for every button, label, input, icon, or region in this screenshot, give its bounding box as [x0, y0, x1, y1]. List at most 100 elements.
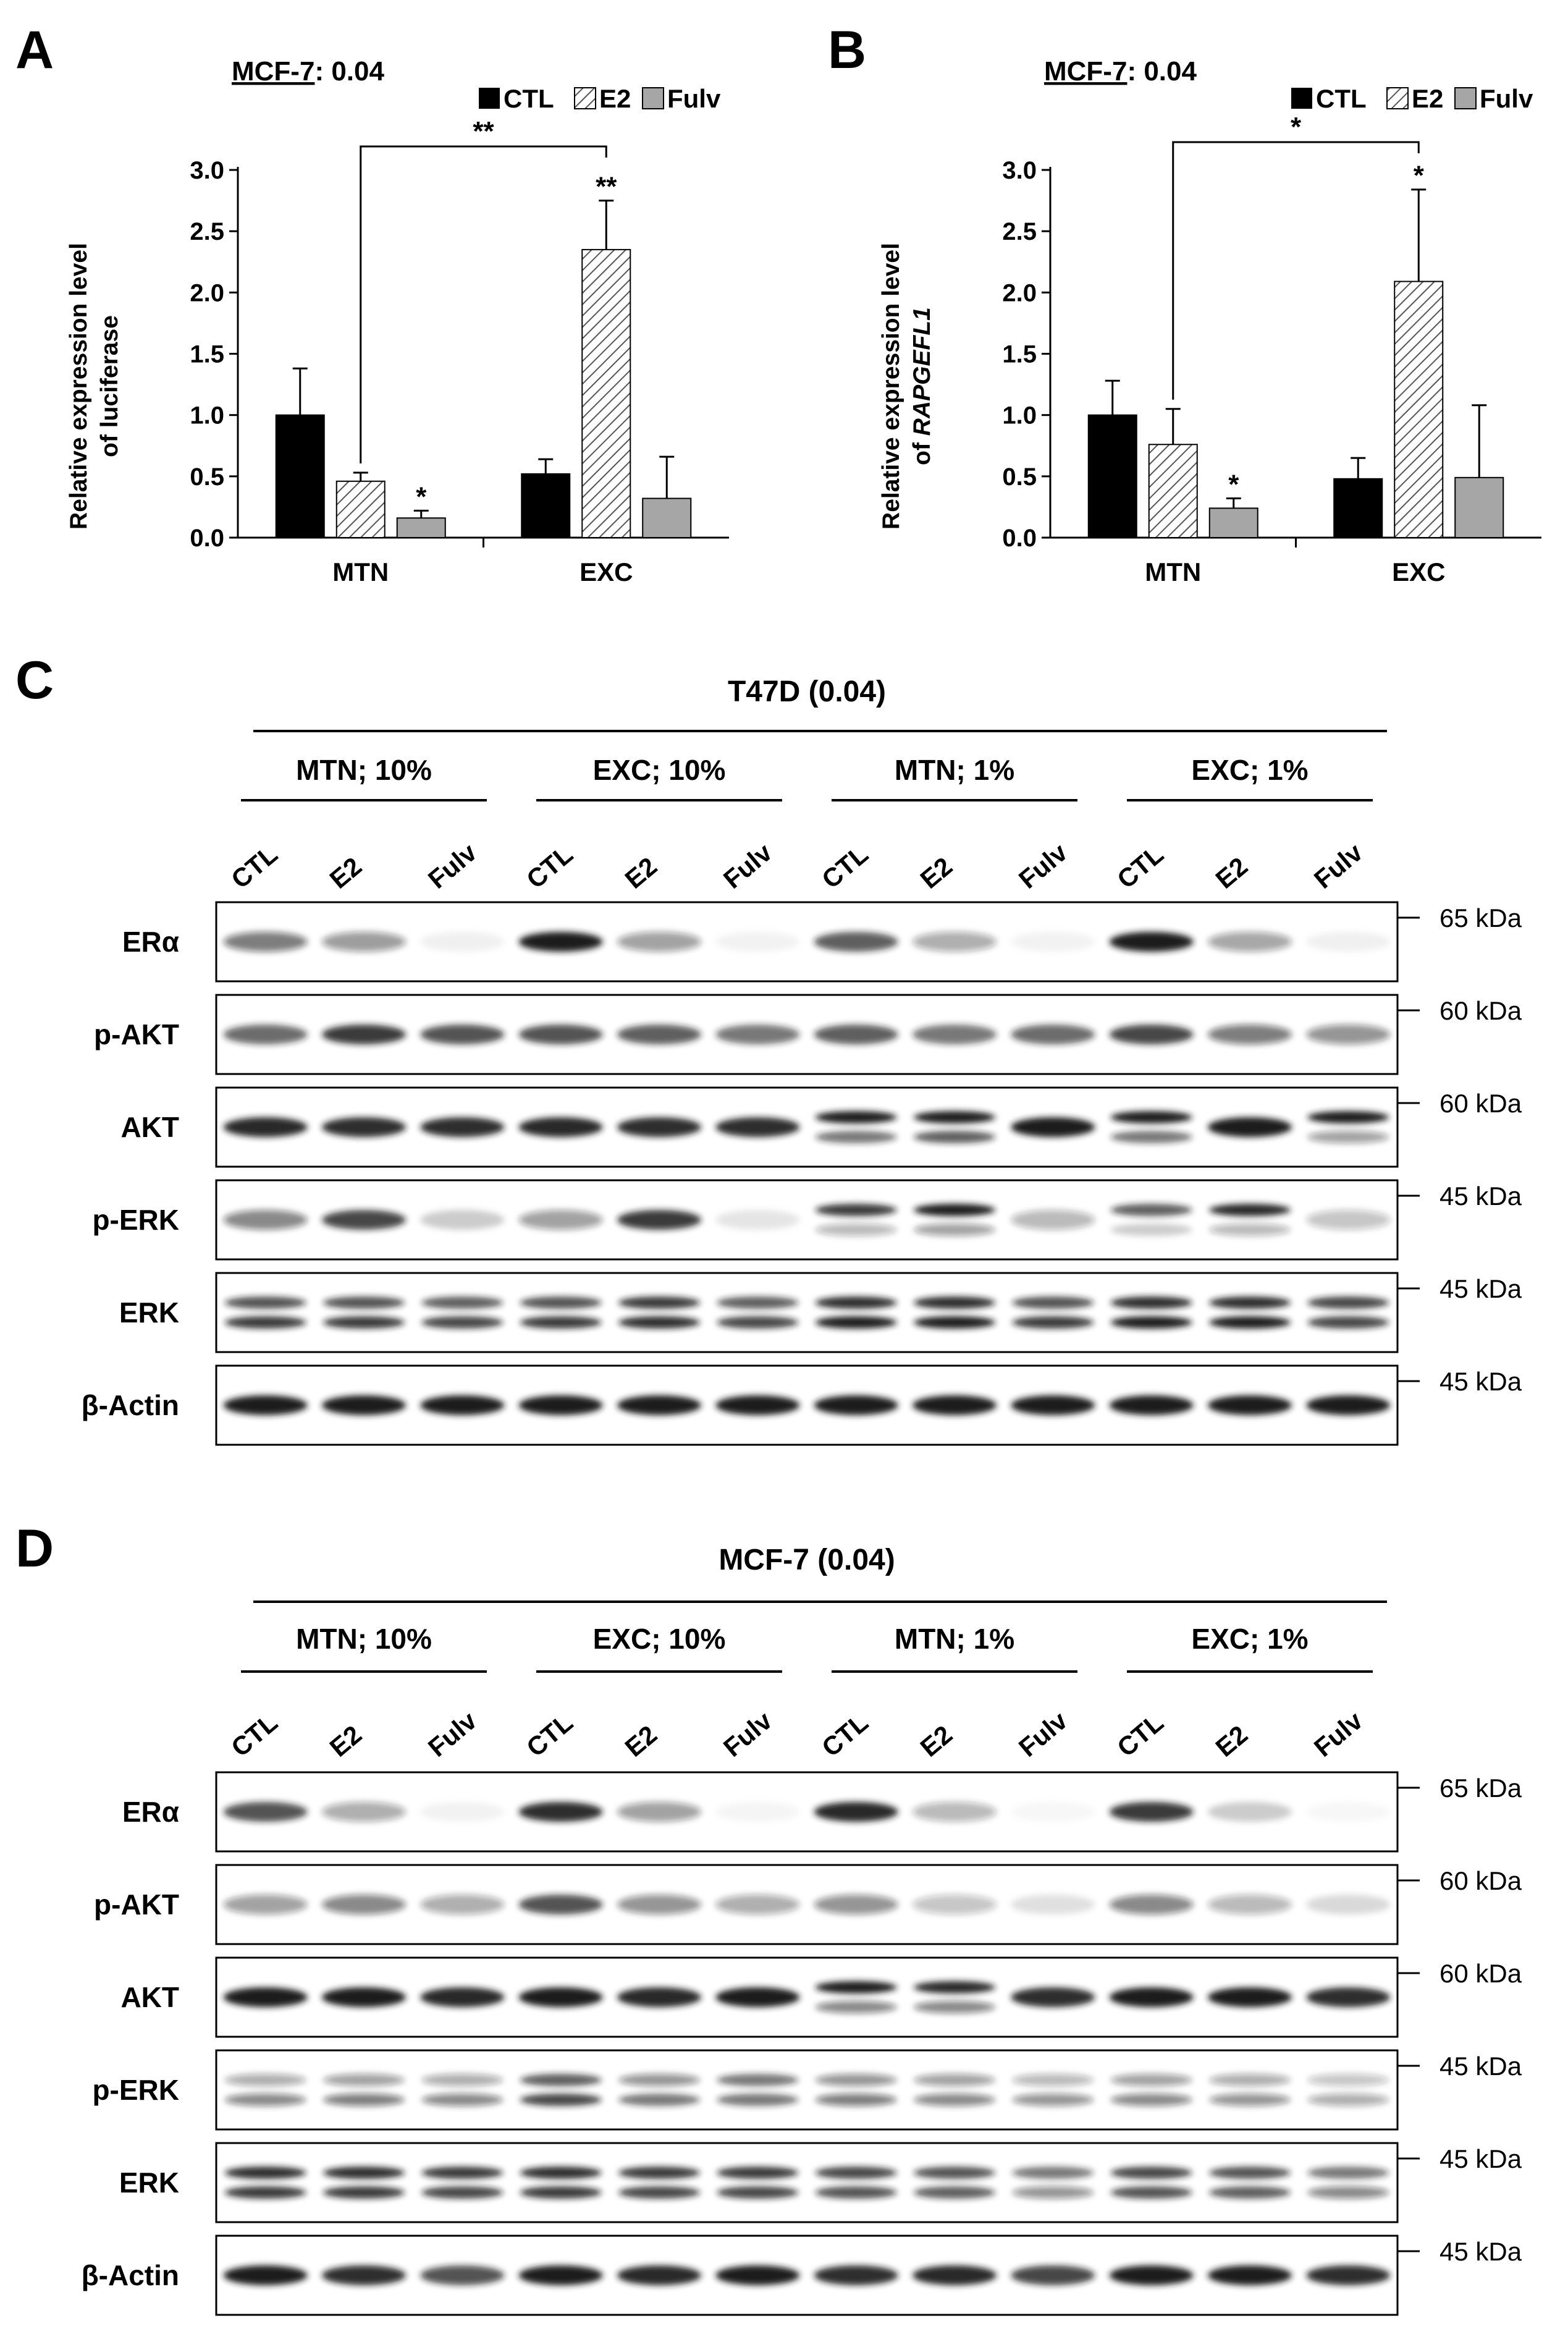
protein-band	[914, 1316, 995, 1329]
lane-label: Fulv	[423, 1706, 483, 1762]
protein-band	[1209, 2094, 1291, 2106]
protein-band	[420, 1025, 505, 1044]
protein-band	[1109, 1802, 1194, 1822]
legend-swatch-e2	[1386, 87, 1409, 109]
y-tick-label: 1.0	[190, 402, 224, 429]
western-blot-c: T47D (0.04) MTN; 10% CTL E2 Fulv EXC; 10% CTL E…	[82, 675, 1522, 1446]
protein-band	[322, 2265, 406, 2285]
protein-band	[1307, 1296, 1389, 1309]
lane-label: CTL	[521, 1707, 578, 1762]
x-category-label: MTN	[1145, 557, 1201, 586]
protein-band	[717, 2167, 799, 2179]
protein-band	[1209, 2074, 1291, 2086]
lane-label: CTL	[226, 1707, 283, 1762]
mw-marker-label: 60 kDa	[1439, 1866, 1522, 1895]
chart-a-title-cell: MCF-7	[232, 56, 314, 87]
y-tick-label: 1.5	[1002, 341, 1037, 368]
protein-label: ERα	[122, 926, 179, 958]
legend-swatch-e2	[574, 87, 596, 109]
protein-band	[223, 1802, 308, 1822]
protein-band	[223, 1117, 308, 1137]
protein-band	[1208, 1895, 1292, 1914]
protein-band	[420, 1395, 505, 1415]
protein-band	[518, 1987, 603, 2007]
protein-band	[518, 1895, 603, 1914]
protein-label: AKT	[120, 1111, 179, 1143]
protein-band	[322, 1802, 406, 1822]
y-tick-label: 3.0	[1002, 157, 1037, 184]
protein-band	[323, 2094, 405, 2106]
protein-band	[618, 1296, 700, 1309]
significance-marker: **	[596, 172, 617, 202]
protein-band	[323, 1296, 405, 1309]
lane-label: Fulv	[1013, 837, 1073, 894]
legend-swatch-ctl	[479, 88, 500, 109]
protein-band	[1208, 1395, 1292, 1415]
x-category-label: EXC	[1392, 557, 1445, 586]
protein-band	[1011, 932, 1095, 952]
lane-label: E2	[324, 852, 368, 894]
protein-band	[421, 1296, 504, 1309]
protein-band	[223, 1210, 308, 1230]
protein-band	[617, 1025, 701, 1044]
chart-a-ylabel-line2: of luciferase	[96, 315, 123, 457]
protein-band	[1307, 2094, 1389, 2106]
x-category-label: MTN	[332, 557, 389, 586]
treatment-group-label: MTN; 10%	[296, 754, 432, 786]
protein-band	[914, 1131, 995, 1143]
bar-fulv	[1454, 476, 1504, 538]
bar-fulv	[642, 497, 692, 538]
protein-band	[223, 1895, 308, 1914]
protein-band	[717, 1316, 799, 1329]
protein-band	[1110, 1204, 1192, 1216]
protein-band	[1011, 1025, 1095, 1044]
mw-marker-label: 65 kDa	[1439, 903, 1522, 932]
mw-marker-label: 60 kDa	[1439, 1089, 1522, 1118]
protein-band	[323, 2186, 405, 2199]
chart-b-ylabel-line2: of RAPGEFL1	[909, 307, 935, 465]
mw-marker-label: 60 kDa	[1439, 996, 1522, 1025]
protein-band	[223, 2265, 308, 2285]
mw-marker-label: 60 kDa	[1439, 1959, 1522, 1988]
panel-label-c: C	[15, 651, 54, 710]
protein-band	[1011, 1987, 1095, 2007]
protein-band	[913, 1025, 997, 1044]
treatment-group-label: MTN; 1%	[895, 1623, 1014, 1655]
protein-band	[1109, 1025, 1194, 1044]
protein-band	[322, 1025, 406, 1044]
protein-band	[617, 1210, 701, 1230]
protein-band	[518, 1117, 603, 1137]
protein-band	[420, 1987, 505, 2007]
protein-band	[1011, 1802, 1095, 1822]
lane-label: E2	[1210, 852, 1254, 894]
protein-band	[617, 1802, 701, 1822]
protein-band	[518, 1210, 603, 1230]
y-tick-label: 0.0	[1002, 525, 1037, 552]
blot-title: T47D (0.04)	[728, 675, 886, 708]
blot-membrane	[215, 1364, 1399, 1446]
protein-band	[1110, 1111, 1192, 1123]
protein-band	[1208, 2265, 1292, 2285]
protein-band	[223, 1987, 308, 2007]
protein-band	[1307, 1316, 1389, 1329]
blot-membrane	[215, 2049, 1399, 2131]
protein-label: p-ERK	[92, 2074, 179, 2106]
protein-band	[224, 2074, 306, 2086]
protein-band	[1110, 2074, 1192, 2086]
protein-band	[913, 932, 997, 952]
y-tick-label: 1.0	[1002, 402, 1037, 429]
protein-band	[1306, 2265, 1391, 2285]
protein-band	[715, 1117, 800, 1137]
protein-label: ERα	[122, 1796, 179, 1828]
treatment-group-label: MTN; 1%	[895, 754, 1014, 786]
protein-band	[715, 1395, 800, 1415]
protein-band	[224, 1296, 306, 1309]
significance-marker: *	[1414, 161, 1425, 191]
bar-e2	[1394, 281, 1444, 538]
protein-band	[1209, 2167, 1291, 2179]
protein-band	[223, 932, 308, 952]
protein-band	[1208, 1802, 1292, 1822]
protein-band	[815, 2167, 897, 2179]
protein-band	[1012, 2074, 1094, 2086]
protein-band	[1307, 1131, 1389, 1143]
